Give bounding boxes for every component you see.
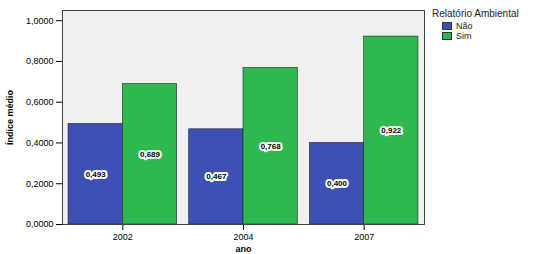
svg-text:2004: 2004: [233, 232, 253, 242]
svg-text:0,493: 0,493: [86, 170, 107, 179]
svg-text:0,467: 0,467: [206, 172, 227, 181]
svg-text:0,400: 0,400: [327, 179, 348, 188]
html-text:Relatório Ambiental: Relatório Ambiental: [432, 8, 519, 19]
svg-text:0,768: 0,768: [261, 142, 282, 151]
svg-text:0,922: 0,922: [381, 126, 402, 135]
svg-text:0,6000: 0,6000: [26, 97, 54, 107]
svg-text:0,8000: 0,8000: [26, 56, 54, 66]
svg-text:0,689: 0,689: [140, 150, 161, 159]
svg-text:0,0000: 0,0000: [26, 219, 54, 229]
html-text:Sim: Sim: [456, 31, 472, 41]
svg-text:2007: 2007: [354, 232, 374, 242]
svg-text:2002: 2002: [113, 232, 133, 242]
svg-text:ano: ano: [235, 244, 252, 254]
svg-text:0,2000: 0,2000: [26, 179, 54, 189]
svg-text:1,0000: 1,0000: [26, 16, 54, 26]
svg-text:0,4000: 0,4000: [26, 138, 54, 148]
html-text:Não: Não: [456, 21, 473, 31]
svg-text:Índice médio: Índice médio: [5, 89, 15, 145]
